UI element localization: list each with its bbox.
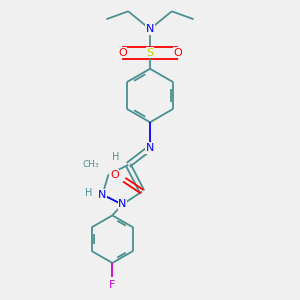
Text: O: O [118,48,127,58]
Text: N: N [98,190,106,200]
Text: N: N [146,143,154,153]
Text: F: F [109,280,116,290]
Text: H: H [112,152,119,162]
Text: H: H [85,188,92,198]
Text: S: S [146,48,154,58]
Text: CH₃: CH₃ [82,160,99,169]
Text: N: N [118,200,126,209]
Text: O: O [173,48,182,58]
Text: N: N [146,24,154,34]
Text: O: O [110,170,119,180]
